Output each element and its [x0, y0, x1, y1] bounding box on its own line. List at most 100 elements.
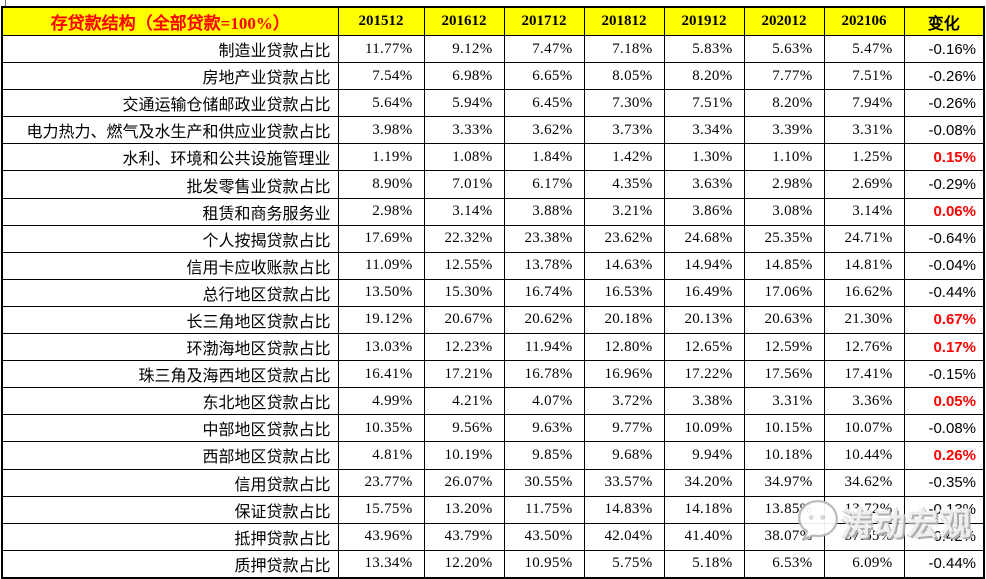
- value-cell: 3.36%: [823, 387, 905, 416]
- value-cell: 16.62%: [823, 278, 905, 307]
- change-cell: -0.44%: [903, 278, 985, 307]
- table-row: 长三角地区贷款占比 19.12% 20.67% 20.62% 20.18% 20.13% 2…: [1, 305, 985, 335]
- row-label: 总行地区贷款占比: [1, 278, 339, 307]
- table-row: 保证贷款占比 15.75% 13.20% 11.75% 14.83% 14.18% 13.8…: [1, 495, 985, 524]
- value-cell: 13.03%: [337, 333, 425, 362]
- value-cell: 7.77%: [743, 62, 825, 91]
- row-label: 水利、环境和公共设施管理业: [1, 143, 339, 172]
- value-cell: 22.32%: [423, 224, 505, 253]
- value-cell: 5.64%: [337, 89, 425, 118]
- change-cell: -0.26%: [903, 62, 985, 91]
- value-cell: 34.20%: [663, 468, 745, 497]
- value-cell: 17.56%: [743, 360, 825, 389]
- value-cell: 13.85%: [743, 495, 825, 524]
- value-cell: 17.21%: [423, 360, 505, 389]
- change-cell: 0.06%: [903, 197, 985, 226]
- value-cell: 5.94%: [423, 89, 505, 118]
- value-cell: 2.98%: [337, 197, 425, 226]
- value-cell: 21.30%: [823, 305, 905, 335]
- value-cell: 24.68%: [663, 224, 745, 253]
- value-cell: 3.72%: [583, 387, 665, 416]
- change-cell: -0.13%: [903, 495, 985, 524]
- value-cell: 9.56%: [423, 414, 505, 443]
- value-cell: 33.57%: [583, 468, 665, 497]
- value-cell: 23.77%: [337, 468, 425, 497]
- value-cell: 1.42%: [583, 143, 665, 172]
- value-cell: 7.54%: [337, 62, 425, 91]
- value-cell: 10.35%: [337, 414, 425, 443]
- table-row: 总行地区贷款占比 13.50% 15.30% 16.74% 16.53% 16.49% 17…: [1, 278, 985, 307]
- value-cell: 43.79%: [423, 522, 505, 551]
- change-cell: -0.64%: [903, 224, 985, 253]
- col-header-201512: 201512: [337, 6, 425, 36]
- change-cell: -0.29%: [903, 170, 985, 199]
- table-row: 房地产业贷款占比 7.54% 6.98% 6.65% 8.05% 8.20% 7.77% 7.…: [1, 62, 985, 91]
- header-row: 存贷款结构（全部贷款=100%） 201512 201612 201712 20…: [1, 6, 985, 36]
- value-cell: 10.18%: [743, 441, 825, 470]
- value-cell: 8.90%: [337, 170, 425, 199]
- value-cell: 13.50%: [337, 278, 425, 307]
- value-cell: 3.21%: [583, 197, 665, 226]
- value-cell: 8.20%: [663, 62, 745, 91]
- row-label: 保证贷款占比: [1, 495, 339, 524]
- value-cell: 6.65%: [503, 62, 585, 91]
- value-cell: 16.53%: [583, 278, 665, 307]
- value-cell: 11.09%: [337, 251, 425, 280]
- value-cell: 11.75%: [503, 495, 585, 524]
- value-cell: 3.31%: [743, 387, 825, 416]
- row-label: 个人按揭贷款占比: [1, 224, 339, 253]
- value-cell: 11.77%: [337, 34, 425, 64]
- row-label: 信用卡应收账款占比: [1, 251, 339, 280]
- table-row: 制造业贷款占比 11.77% 9.12% 7.47% 7.18% 5.83% 5.63% 5.…: [1, 34, 985, 64]
- value-cell: 19.12%: [337, 305, 425, 335]
- change-cell: 0.05%: [903, 387, 985, 416]
- value-cell: 14.81%: [823, 251, 905, 280]
- value-cell: 23.62%: [583, 224, 665, 253]
- table-row: 个人按揭贷款占比 17.69% 22.32% 23.38% 23.62% 24.68% 25…: [1, 224, 985, 253]
- value-cell: 14.83%: [583, 495, 665, 524]
- value-cell: 20.18%: [583, 305, 665, 335]
- value-cell: 10.19%: [423, 441, 505, 470]
- table-row: 信用贷款占比 23.77% 26.07% 30.55% 33.57% 34.20% 34.9…: [1, 468, 985, 497]
- value-cell: 5.47%: [823, 34, 905, 64]
- value-cell: 9.63%: [503, 414, 585, 443]
- table-row: 信用卡应收账款占比 11.09% 12.55% 13.78% 14.63% 14.94% 1…: [1, 251, 985, 280]
- table-row: 批发零售业贷款占比 8.90% 7.01% 6.17% 4.35% 3.63% 2.98% 2…: [1, 170, 985, 199]
- value-cell: 11.94%: [503, 333, 585, 362]
- row-label: 西部地区贷款占比: [1, 441, 339, 470]
- change-cell: -0.42%: [903, 522, 985, 551]
- value-cell: 9.85%: [503, 441, 585, 470]
- value-cell: 3.63%: [663, 170, 745, 199]
- value-cell: 10.15%: [743, 414, 825, 443]
- crop-artifact-line: [5, 0, 6, 7]
- value-cell: 20.13%: [663, 305, 745, 335]
- value-cell: 5.63%: [743, 34, 825, 64]
- table-row: 环渤海地区贷款占比 13.03% 12.23% 11.94% 12.80% 12.65% 1…: [1, 333, 985, 362]
- value-cell: 10.07%: [823, 414, 905, 443]
- value-cell: 1.10%: [743, 143, 825, 172]
- value-cell: 4.99%: [337, 387, 425, 416]
- col-header-201712: 201712: [503, 6, 585, 36]
- value-cell: 12.80%: [583, 333, 665, 362]
- value-cell: 7.18%: [583, 34, 665, 64]
- value-cell: 17.06%: [743, 278, 825, 307]
- change-cell: -0.08%: [903, 116, 985, 145]
- change-cell: -0.04%: [903, 251, 985, 280]
- value-cell: 14.94%: [663, 251, 745, 280]
- value-cell: 3.98%: [337, 116, 425, 145]
- value-cell: 16.41%: [337, 360, 425, 389]
- value-cell: 43.96%: [337, 522, 425, 551]
- change-cell: -0.35%: [903, 468, 985, 497]
- value-cell: 13.72%: [823, 495, 905, 524]
- value-cell: 38.07%: [743, 522, 825, 551]
- value-cell: 23.38%: [503, 224, 585, 253]
- table-row: 电力热力、燃气及水生产和供应业贷款占比 3.98% 3.33% 3.62% 3.73% 3…: [1, 116, 985, 145]
- change-cell: 0.67%: [903, 305, 985, 335]
- value-cell: 13.20%: [423, 495, 505, 524]
- table-row: 珠三角及海西地区贷款占比 16.41% 17.21% 16.78% 16.96% 17.2…: [1, 360, 985, 389]
- value-cell: 17.69%: [337, 224, 425, 253]
- value-cell: 25.35%: [743, 224, 825, 253]
- value-cell: 1.19%: [337, 143, 425, 172]
- value-cell: 7.47%: [503, 34, 585, 64]
